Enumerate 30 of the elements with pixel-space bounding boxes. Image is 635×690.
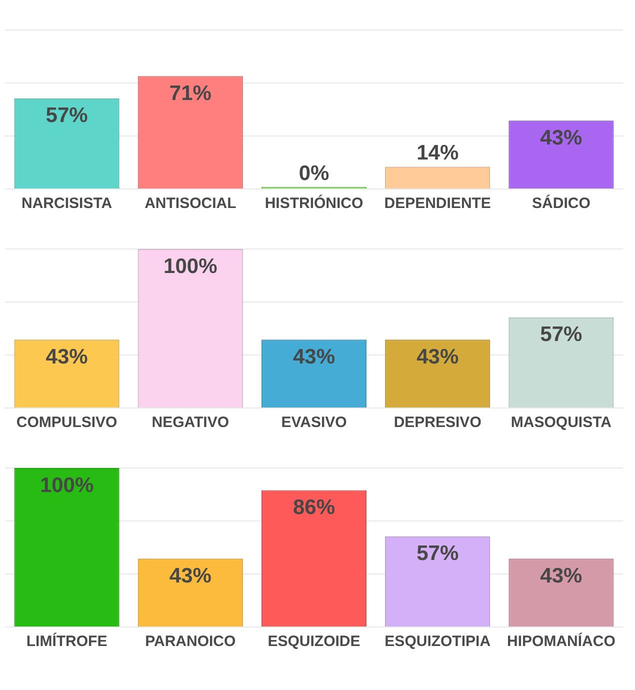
data-label: 43% <box>540 564 583 588</box>
x-tick-label: ESQUIZOIDE <box>268 633 360 650</box>
data-label: 57% <box>46 104 88 128</box>
data-label: 43% <box>46 345 88 368</box>
x-tick-label: NARCISISTA <box>22 195 112 212</box>
data-label: 0% <box>298 162 330 185</box>
data-label: 86% <box>292 496 336 520</box>
data-label: 14% <box>416 142 459 165</box>
data-label: 43% <box>540 126 583 150</box>
data-label: 100% <box>40 474 94 497</box>
x-tick-label: COMPULSIVO <box>16 414 118 432</box>
data-label: 71% <box>169 82 212 105</box>
data-label: 43% <box>416 345 459 368</box>
data-label: 100% <box>164 254 218 278</box>
x-tick-label: HIPOMANÍACO <box>507 632 616 650</box>
x-tick-label: ESQUIZOTIPIA <box>384 633 491 650</box>
data-label: 43% <box>292 345 336 368</box>
x-tick-label: MASOQUISTA <box>510 414 612 432</box>
data-label: 43% <box>169 564 212 588</box>
data-label: 57% <box>416 542 459 566</box>
data-label: 57% <box>540 323 583 346</box>
x-tick-label: LIMÍTROFE <box>26 632 108 650</box>
x-tick-label: DEPRESIVO <box>394 414 482 432</box>
x-tick-label: DEPENDIENTE <box>384 195 491 212</box>
x-tick-label: HISTRIÓNICO <box>264 194 364 212</box>
x-tick-label: ANTISOCIAL <box>144 195 236 212</box>
x-tick-label: PARANOICO <box>145 633 236 650</box>
x-tick-label: EVASIVO <box>281 414 348 432</box>
x-tick-label: SÁDICO <box>532 194 591 212</box>
x-tick-label: NEGATIVO <box>152 414 230 432</box>
